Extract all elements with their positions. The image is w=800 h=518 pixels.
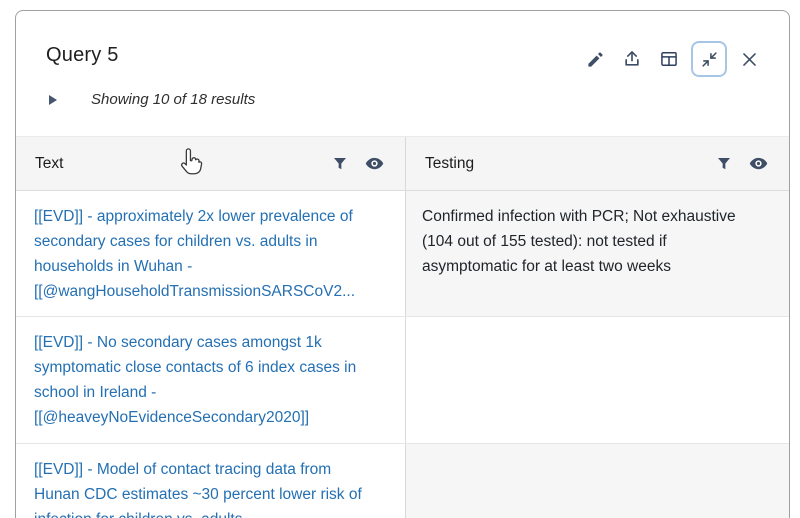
filter-icon[interactable]	[331, 155, 349, 173]
results-table: Text	[16, 136, 789, 518]
page-title: Query 5	[46, 44, 119, 66]
disclosure-triangle-icon[interactable]	[49, 94, 57, 105]
collapse-button[interactable]	[691, 41, 727, 77]
edit-button[interactable]	[580, 44, 610, 74]
eye-icon[interactable]	[364, 153, 385, 174]
collapse-arrows-icon	[701, 51, 717, 67]
column-label: Text	[35, 154, 64, 172]
eye-icon[interactable]	[748, 153, 769, 174]
column-header-text: Text	[16, 137, 406, 190]
table-row: [[EVD]] - No secondary cases amongst 1k …	[16, 317, 789, 444]
table-view-button[interactable]	[654, 44, 684, 74]
testing-cell	[406, 444, 789, 518]
column-controls	[331, 153, 385, 174]
results-summary: Showing 10 of 18 results	[91, 91, 256, 108]
column-header-testing: Testing	[406, 137, 789, 190]
window-header: Query 5	[16, 11, 789, 136]
result-link[interactable]: [[EVD]] - approximately 2x lower prevale…	[16, 191, 406, 316]
pencil-icon	[587, 51, 603, 67]
table-row: [[EVD]] - Model of contact tracing data …	[16, 444, 789, 518]
result-link[interactable]: [[EVD]] - No secondary cases amongst 1k …	[16, 317, 406, 443]
export-button[interactable]	[617, 44, 647, 74]
testing-cell: Confirmed infection with PCR; Not exhaus…	[406, 191, 789, 316]
table-row: [[EVD]] - approximately 2x lower prevale…	[16, 191, 789, 317]
table-icon	[661, 52, 677, 66]
toolbar	[580, 41, 764, 77]
testing-cell	[406, 317, 789, 443]
close-icon	[742, 52, 756, 66]
query-results-window: Query 5	[15, 10, 790, 518]
close-button[interactable]	[734, 44, 764, 74]
table-header-row: Text	[16, 136, 789, 191]
results-summary-row[interactable]: Showing 10 of 18 results	[49, 91, 255, 108]
upload-icon	[625, 51, 639, 66]
column-label: Testing	[425, 154, 475, 172]
column-controls	[715, 153, 769, 174]
result-link[interactable]: [[EVD]] - Model of contact tracing data …	[16, 444, 406, 518]
filter-icon[interactable]	[715, 155, 733, 173]
